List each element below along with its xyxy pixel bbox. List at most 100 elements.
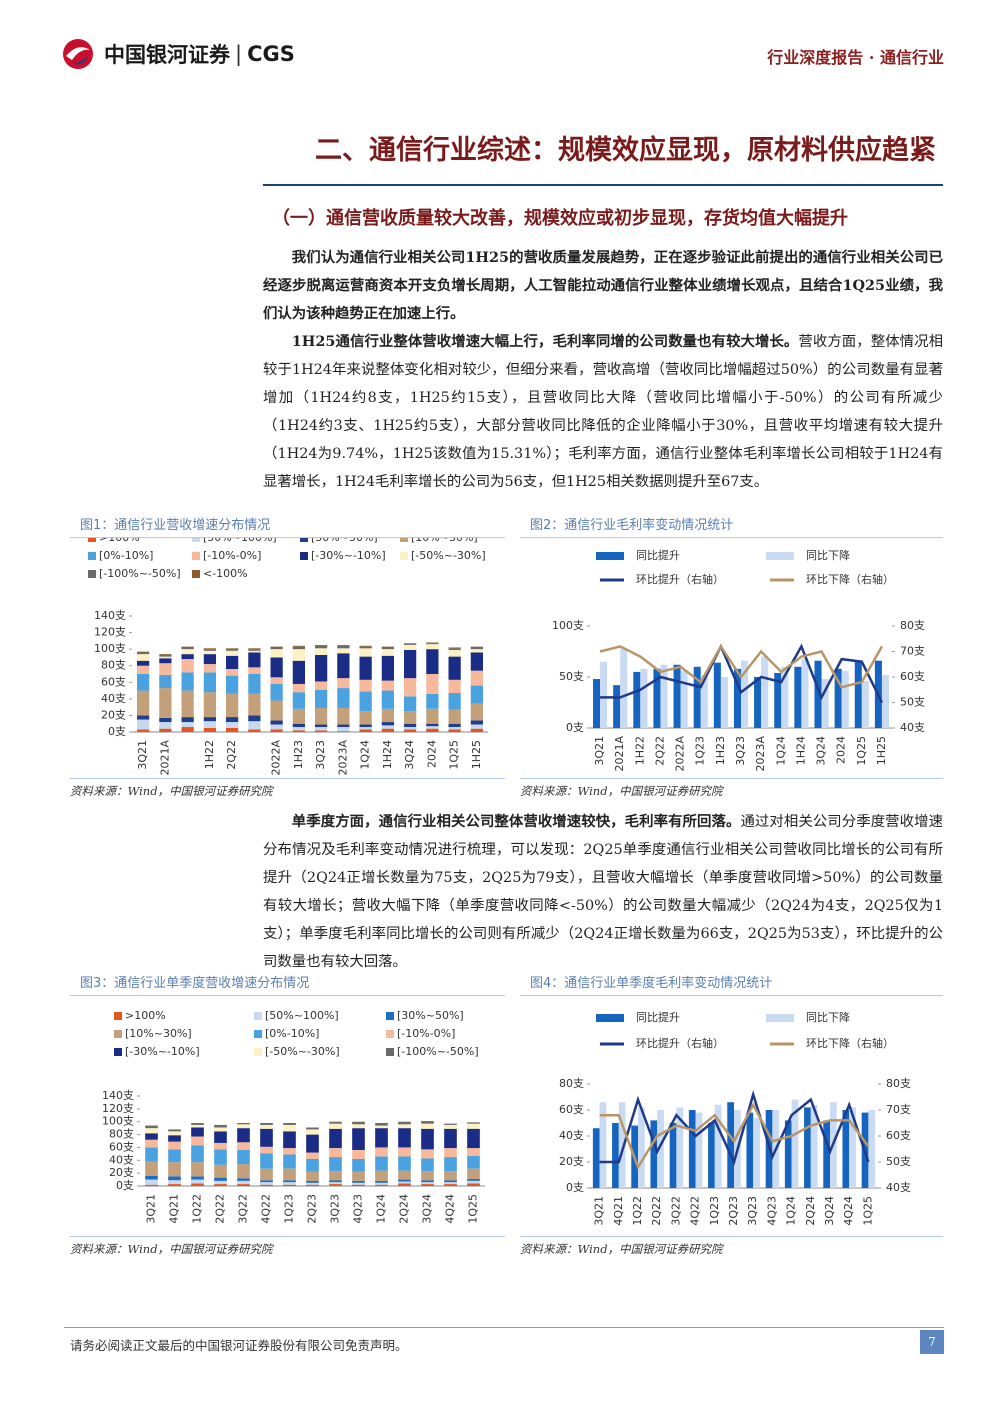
bar-segment bbox=[181, 646, 194, 648]
bar bbox=[821, 679, 829, 728]
figure: 图3：通信行业单季度营收增速分布情况 0支 20支 40支 60支 80支 100支 120支… bbox=[70, 970, 505, 1257]
x-tick-label: 2Q22 bbox=[214, 1194, 227, 1224]
bar-segment bbox=[159, 658, 172, 664]
x-tick-label: 4Q23 bbox=[765, 1196, 778, 1226]
bar-segment bbox=[306, 1152, 319, 1159]
bar-segment bbox=[214, 1180, 227, 1185]
bar-segment bbox=[237, 1150, 250, 1165]
bar-segment bbox=[203, 672, 216, 693]
bar-segment bbox=[375, 1123, 388, 1126]
bar-segment bbox=[426, 693, 439, 709]
x-tick-label: 1Q24 bbox=[774, 736, 787, 766]
x-tick-label: 3Q21 bbox=[593, 1196, 606, 1226]
bar-segment bbox=[421, 1128, 434, 1150]
bar-segment bbox=[292, 730, 305, 732]
bar-segment bbox=[470, 703, 483, 721]
x-tick-label: 2Q23 bbox=[306, 1194, 319, 1224]
bar-segment bbox=[168, 1129, 181, 1132]
bar-segment bbox=[203, 664, 216, 673]
y-tick-label: 80支 bbox=[101, 659, 126, 672]
bar-segment bbox=[467, 1148, 480, 1156]
bar-segment bbox=[329, 1182, 342, 1185]
y2-tick-label: 50支 bbox=[886, 1155, 911, 1168]
bar-segment bbox=[448, 693, 461, 710]
legend-label: [10%~30%] bbox=[411, 538, 478, 544]
bar-segment bbox=[381, 647, 394, 650]
bar-segment bbox=[248, 693, 261, 716]
x-tick-label: 3Q21 bbox=[145, 1194, 158, 1224]
section-title: 二、通信行业综述：规模效应显现，原材料供应趋紧 bbox=[315, 135, 936, 166]
bar-segment bbox=[398, 1183, 411, 1186]
bar-segment bbox=[270, 700, 283, 721]
figure-source: 资料来源：Wind，中国银河证券研究院 bbox=[520, 1236, 943, 1257]
bar-segment bbox=[337, 707, 350, 725]
bar-segment bbox=[191, 1179, 204, 1184]
bar-segment bbox=[203, 654, 216, 665]
bar-segment bbox=[137, 719, 150, 730]
bar-segment bbox=[306, 1129, 319, 1135]
x-tick-label: 3Q21 bbox=[136, 740, 149, 770]
x-tick-label: 2022A bbox=[270, 740, 283, 776]
y-tick-label: 140支 bbox=[94, 609, 126, 622]
bar-segment bbox=[159, 663, 172, 675]
paragraphs: 我们认为通信行业相关公司1H25的营收质量发展趋势，正在逐步验证此前提出的通信行… bbox=[263, 244, 943, 496]
bar-segment bbox=[359, 727, 372, 730]
y-tick-label: 80支 bbox=[559, 1077, 584, 1090]
x-tick-label: 3Q24 bbox=[815, 736, 828, 766]
bar-segment bbox=[404, 729, 417, 732]
bar-segment bbox=[226, 675, 239, 694]
x-tick-label: 1Q24 bbox=[785, 1196, 798, 1226]
y-tick-label: 60支 bbox=[559, 1103, 584, 1116]
bar-segment bbox=[191, 1176, 204, 1180]
x-tick-label: 1H24 bbox=[794, 736, 807, 765]
bar-segment bbox=[421, 1184, 434, 1186]
bar-segment bbox=[137, 651, 150, 653]
legend-label: 同比提升 bbox=[636, 1011, 680, 1024]
bar-segment bbox=[283, 1131, 296, 1149]
subsection-title: （一）通信营收质量较大改善，规模效应或初步显现，存货均值大幅提升 bbox=[272, 208, 848, 229]
bar-segment bbox=[404, 644, 417, 645]
bar bbox=[753, 1117, 760, 1188]
figure: 图2：通信行业毛利率变动情况统计 0支 50支 100支 40支 50支 60支 70支 80支… bbox=[520, 512, 943, 799]
paragraph-text: 营收方面，整体情况相较于1H24年来说整体变化相对较少，但细分来看，营收高增（营… bbox=[263, 334, 943, 490]
bar-segment bbox=[306, 1159, 319, 1172]
bar-segment bbox=[203, 649, 216, 651]
legend-swatch bbox=[400, 538, 408, 542]
legend-label: [-30%~-10%] bbox=[125, 1045, 200, 1058]
bar bbox=[660, 664, 668, 728]
x-tick-label: 4Q21 bbox=[168, 1194, 181, 1224]
bar-segment bbox=[214, 1149, 227, 1165]
bar bbox=[781, 666, 789, 728]
bar-segment bbox=[168, 1162, 181, 1177]
bar-segment bbox=[421, 1123, 434, 1129]
legend-swatch bbox=[114, 1030, 122, 1038]
bar-segment bbox=[352, 1180, 365, 1183]
y-tick-label: 20支 bbox=[101, 708, 126, 721]
bar-segment bbox=[352, 1159, 365, 1172]
bar bbox=[823, 1120, 830, 1188]
y-tick-label: 60支 bbox=[101, 675, 126, 688]
bar-segment bbox=[145, 1139, 158, 1148]
x-tick-label: 2023A bbox=[754, 736, 767, 772]
y-tick-label: 20支 bbox=[559, 1155, 584, 1168]
bar-segment bbox=[203, 648, 216, 650]
bar-segment bbox=[352, 1150, 365, 1159]
bar-segment bbox=[352, 1121, 365, 1125]
y-tick-label: 0支 bbox=[566, 1181, 584, 1194]
bar bbox=[849, 1107, 856, 1188]
bar-segment bbox=[404, 696, 417, 712]
legend-label: [-30%~-10%] bbox=[311, 549, 386, 562]
bar-segment bbox=[329, 1128, 342, 1149]
bar-segment bbox=[315, 730, 328, 732]
bar-segment bbox=[337, 731, 350, 732]
x-tick-label: 4Q22 bbox=[689, 1196, 702, 1226]
bar bbox=[708, 1123, 715, 1188]
x-tick-label: 3Q24 bbox=[421, 1194, 434, 1224]
y2-tick-label: 70支 bbox=[886, 1103, 911, 1116]
bar bbox=[713, 662, 721, 728]
bar-segment bbox=[270, 647, 283, 650]
bar-segment bbox=[260, 1184, 273, 1186]
bar-segment bbox=[226, 648, 239, 650]
bar-segment bbox=[226, 727, 239, 732]
